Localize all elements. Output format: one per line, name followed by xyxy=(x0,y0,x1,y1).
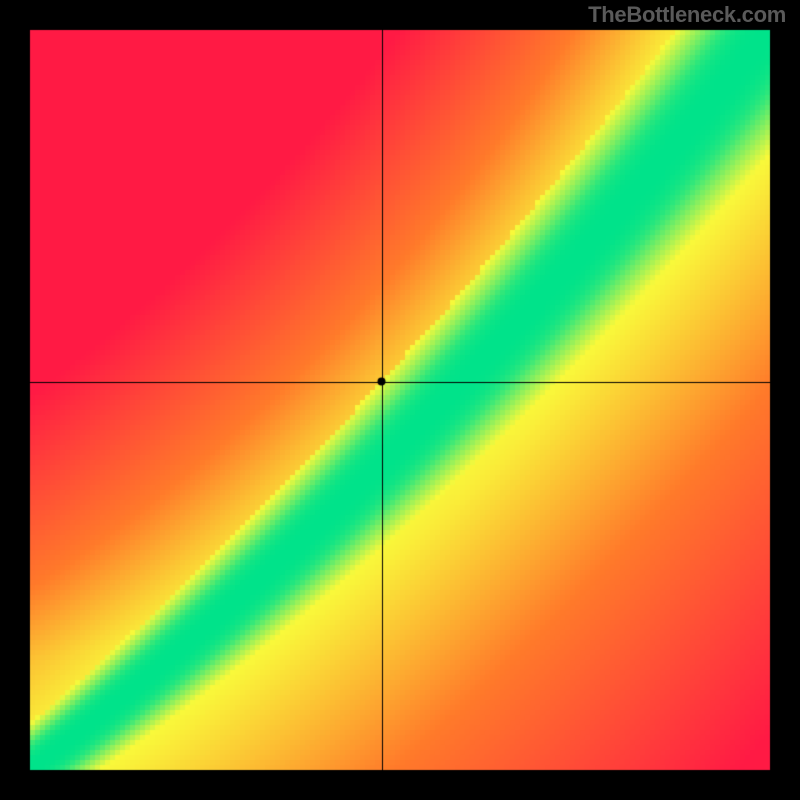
watermark-text: TheBottleneck.com xyxy=(588,2,786,28)
bottleneck-heatmap xyxy=(0,0,800,800)
chart-container: TheBottleneck.com xyxy=(0,0,800,800)
